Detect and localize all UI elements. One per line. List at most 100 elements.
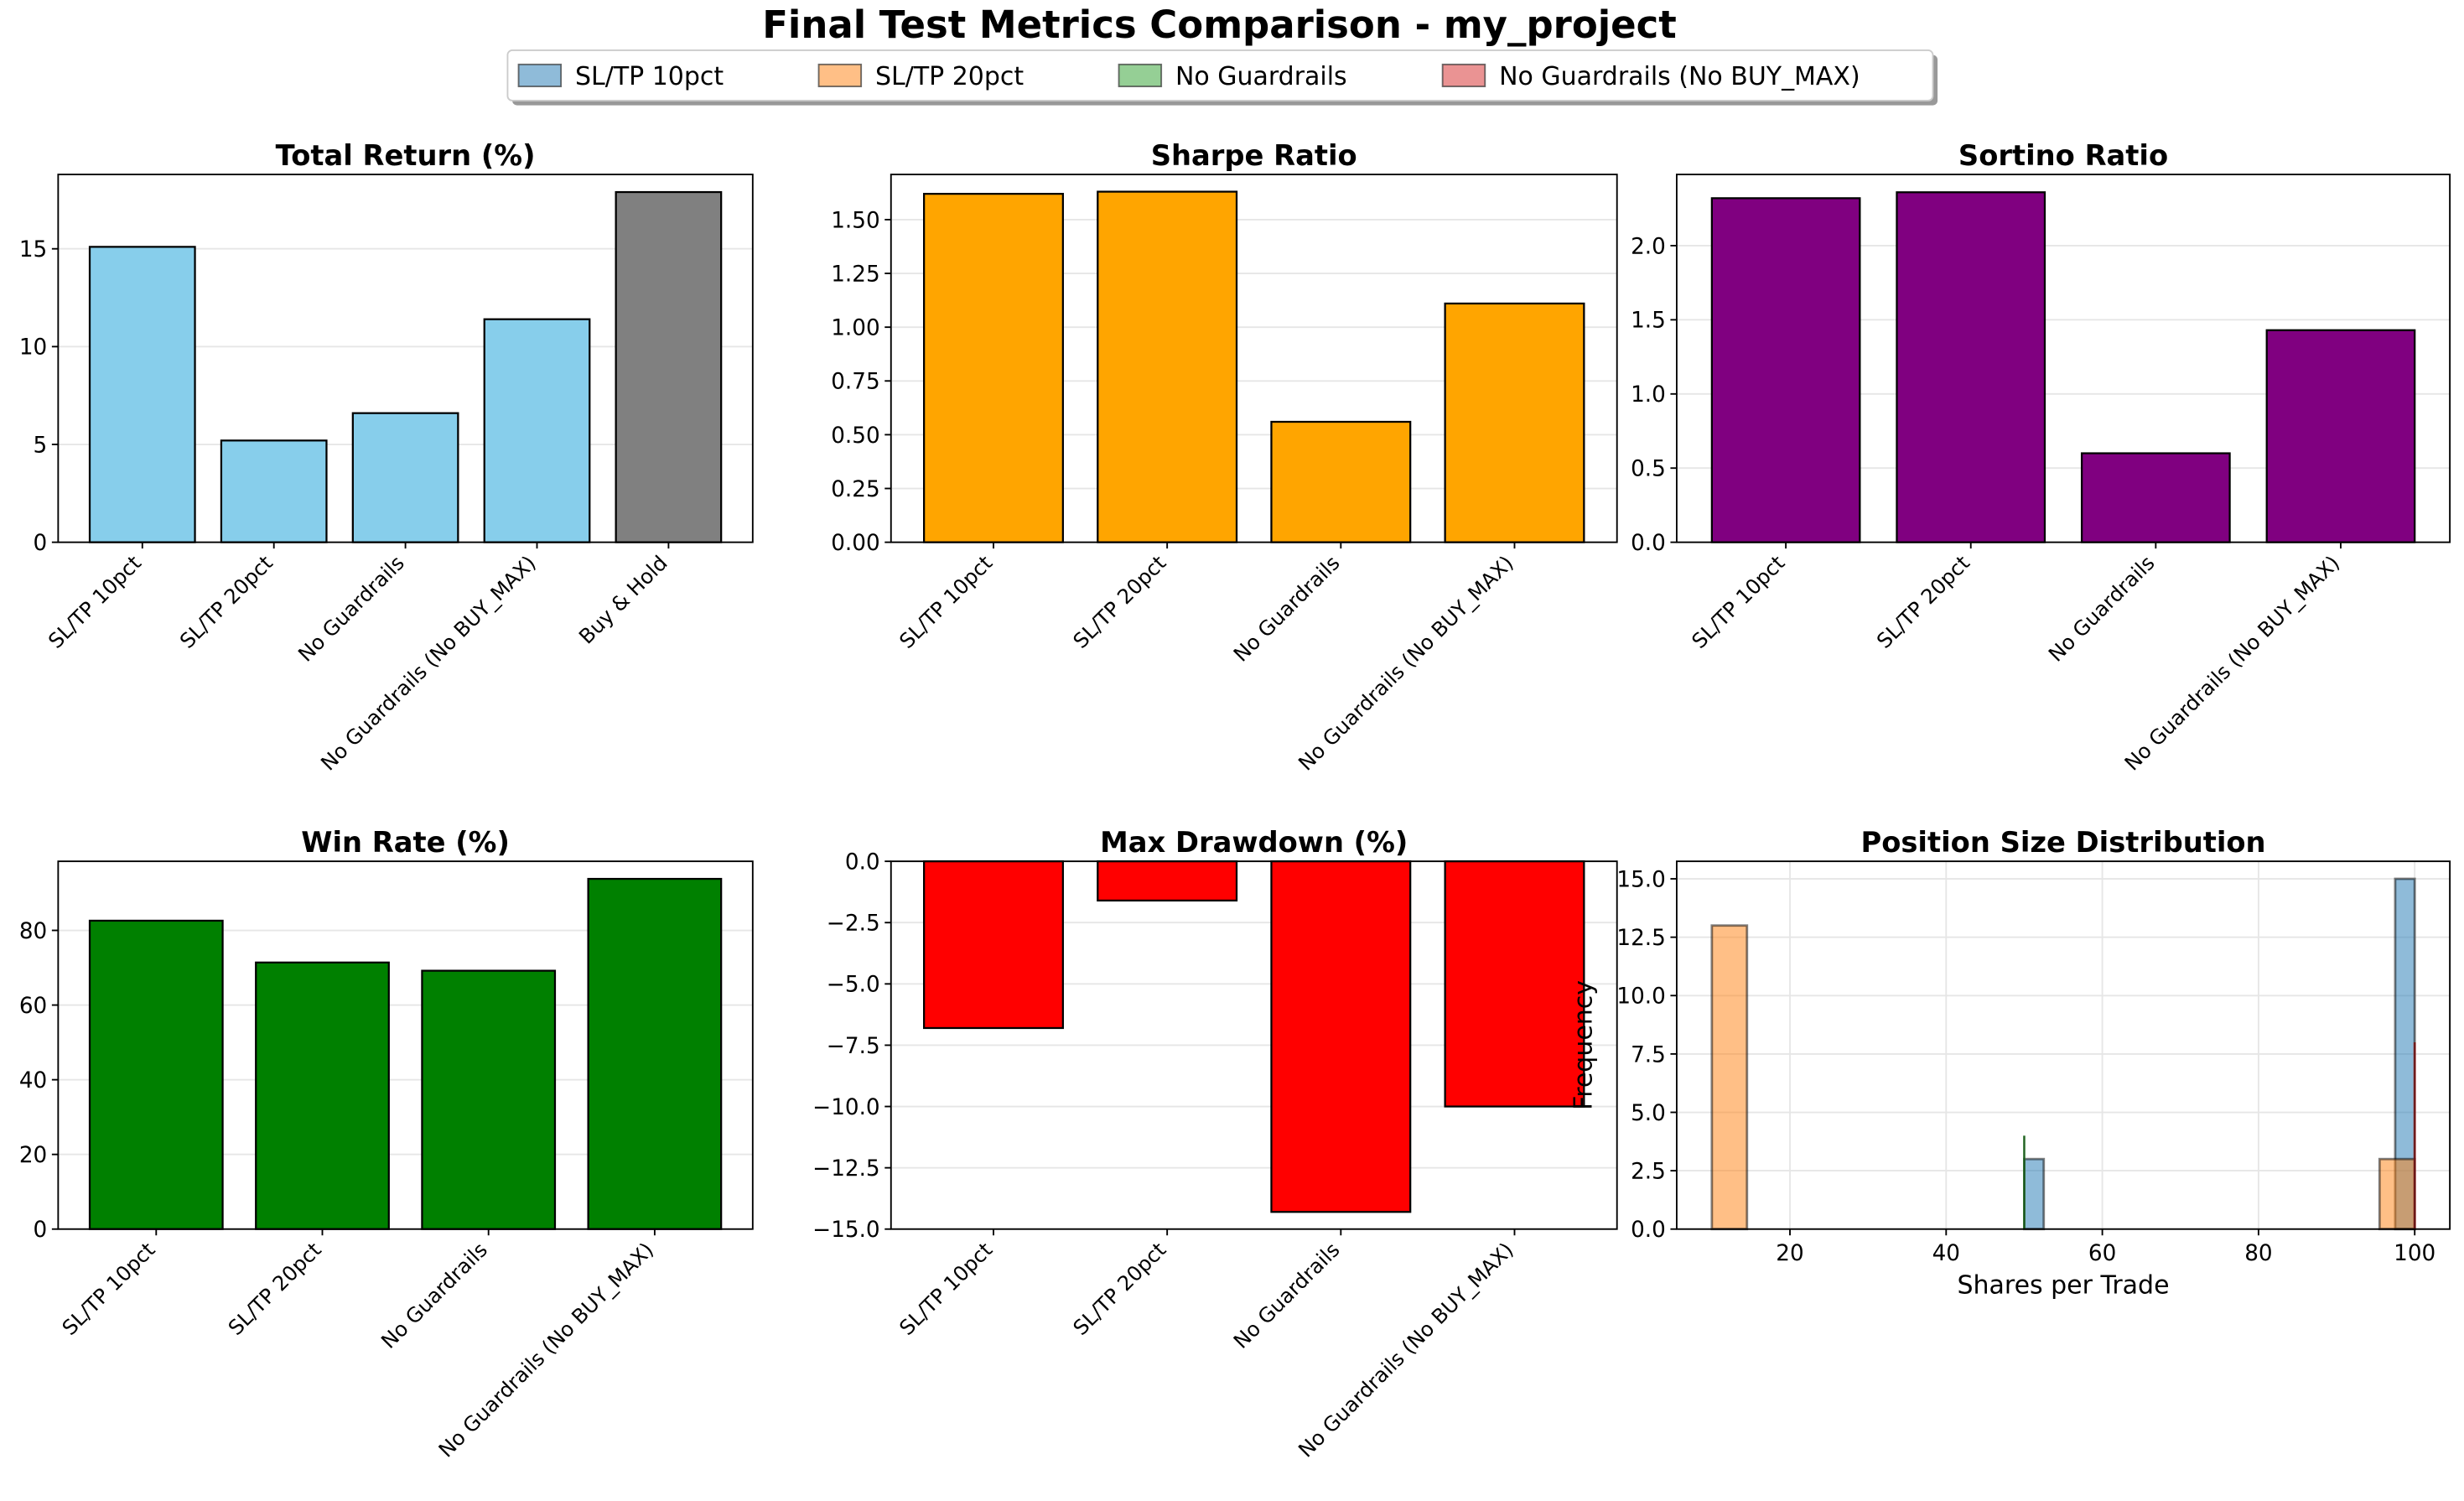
- y-axis-label: Frequency: [1569, 980, 1599, 1110]
- legend: SL/TP 10pct SL/TP 20pct No Guardrails No Gu…: [506, 49, 1938, 106]
- x-tick-label: No Guardrails: [376, 1238, 492, 1353]
- subplot-title: Total Return (%): [276, 139, 536, 172]
- x-tick-label: SL/TP 20pct: [175, 551, 278, 653]
- y-tick-label: 7.5: [1631, 1042, 1666, 1067]
- bar: [615, 190, 723, 543]
- subplot-5: Max Drawdown (%) −15.0 −12.5 −10.0 −7.5 −5.0 −…: [812, 826, 1618, 1462]
- y-tick-label: 1.50: [831, 208, 879, 233]
- subplot-3: Sortino Ratio 0.0 0.5 1.0 1.5 2.0 SL/TP 10pct S…: [1631, 139, 2451, 776]
- x-tick-label: No Guardrails: [2043, 551, 2159, 667]
- y-tick-label: 1.0: [1631, 382, 1666, 408]
- bar: [1444, 302, 1585, 543]
- subplot-title: Win Rate (%): [301, 826, 510, 859]
- y-tick-label: 15.0: [1616, 867, 1665, 892]
- y-tick-label: 0.50: [831, 423, 879, 449]
- y-tick-label: −5.0: [827, 973, 880, 998]
- y-tick-label: 0.5: [1631, 457, 1666, 482]
- axes-frame: [890, 860, 1618, 1230]
- bar: [587, 877, 723, 1230]
- y-tick-label: 2.5: [1631, 1159, 1666, 1184]
- figure-title: Final Test Metrics Comparison - my_proje…: [762, 3, 1677, 47]
- bar: [2265, 329, 2416, 543]
- legend-swatch: [517, 63, 563, 88]
- legend-label: SL/TP 10pct: [575, 62, 724, 91]
- legend-box: [506, 49, 1934, 101]
- bar: [88, 246, 196, 543]
- x-tick-label: No Guardrails: [293, 551, 409, 667]
- legend-swatch: [817, 63, 863, 88]
- subplot-title: Position Size Distribution: [1860, 826, 2265, 859]
- subplot-6: Position Size Distribution 0.0 2.5 5.0 7.5 10…: [1569, 826, 2451, 1301]
- y-tick-label: 10.0: [1616, 984, 1665, 1010]
- x-tick-label: 60: [2088, 1241, 2116, 1266]
- x-tick-label: 80: [2244, 1241, 2272, 1266]
- axes-frame: [890, 174, 1618, 543]
- y-tick-label: −10.0: [812, 1095, 879, 1120]
- x-tick-label: 40: [1932, 1241, 1960, 1266]
- bar: [1270, 420, 1412, 543]
- y-tick-label: 0.75: [831, 370, 879, 395]
- y-tick-label: 0.00: [831, 531, 879, 556]
- y-tick-label: 5: [34, 433, 48, 458]
- histogram-bar: [1710, 924, 1749, 1231]
- x-tick-label: No Guardrails: [1228, 551, 1344, 667]
- y-tick-label: −7.5: [827, 1034, 880, 1059]
- x-tick-label: SL/TP 20pct: [1068, 1238, 1170, 1340]
- legend-label: SL/TP 20pct: [875, 62, 1024, 91]
- y-tick-label: 60: [19, 994, 47, 1019]
- axes-frame: [57, 860, 754, 1230]
- subplot-title: Sortino Ratio: [1958, 139, 2168, 172]
- x-tick-label: SL/TP 20pct: [1068, 551, 1170, 653]
- y-tick-label: 20: [19, 1143, 47, 1168]
- y-tick-label: 0.0: [845, 850, 880, 875]
- x-tick-label: SL/TP 20pct: [1872, 551, 1974, 653]
- y-tick-label: 0.0: [1631, 1218, 1666, 1243]
- legend-swatch: [1441, 63, 1486, 88]
- y-tick-label: 15: [19, 237, 47, 262]
- subplot-2: Sharpe Ratio 0.00 0.25 0.50 0.75 1.00 1.25 1.50…: [831, 139, 1618, 776]
- y-tick-label: 40: [19, 1068, 47, 1093]
- histogram-bar: [2023, 1157, 2046, 1231]
- subplot-title: Sharpe Ratio: [1151, 139, 1357, 172]
- y-tick-label: 1.00: [831, 316, 879, 341]
- x-tick-label: No Guardrails: [1228, 1238, 1344, 1353]
- axes-frame: [1676, 860, 2451, 1230]
- y-tick-label: −15.0: [812, 1218, 879, 1243]
- x-tick-label: SL/TP 10pct: [57, 1238, 159, 1340]
- x-tick-label: SL/TP 10pct: [1687, 551, 1789, 653]
- bar: [1270, 860, 1412, 1213]
- bar: [2080, 452, 2231, 543]
- bar: [351, 412, 459, 543]
- bar: [923, 193, 1064, 543]
- x-tick-label: SL/TP 20pct: [223, 1238, 325, 1340]
- y-tick-label: 0: [34, 531, 48, 556]
- subplot-4: Win Rate (%) 0 20 40 60 80 SL/TP 10pct SL/TP 20…: [19, 826, 754, 1462]
- subplot-1: Total Return (%) 0 5 10 15 SL/TP 10pct SL/TP 2…: [19, 139, 754, 776]
- x-tick-label: No Guardrails (No BUY_MAX): [316, 551, 541, 776]
- x-tick-label: SL/TP 10pct: [895, 551, 997, 653]
- bar: [923, 860, 1064, 1030]
- y-tick-label: 0: [34, 1218, 48, 1243]
- x-tick-label: No Guardrails (No BUY_MAX): [2119, 551, 2344, 776]
- axes-frame: [57, 174, 754, 543]
- y-tick-label: 0.0: [1631, 531, 1666, 556]
- x-tick-label: SL/TP 10pct: [895, 1238, 997, 1340]
- y-tick-label: 5.0: [1631, 1101, 1666, 1126]
- bar: [1097, 860, 1238, 902]
- y-tick-label: 10: [19, 335, 47, 361]
- y-tick-label: −2.5: [827, 912, 880, 937]
- y-tick-label: 0.25: [831, 477, 879, 502]
- x-tick-label: 20: [1776, 1241, 1803, 1266]
- bar: [255, 961, 390, 1230]
- bar: [88, 919, 224, 1230]
- x-tick-label: 100: [2394, 1241, 2435, 1266]
- y-tick-label: 80: [19, 919, 47, 944]
- x-tick-label: SL/TP 10pct: [44, 551, 146, 653]
- bar: [220, 439, 328, 543]
- legend-swatch: [1118, 63, 1163, 88]
- subplot-title: Max Drawdown (%): [1100, 826, 1408, 859]
- legend-label: No Guardrails (No BUY_MAX): [1499, 62, 1860, 91]
- histogram-bar: [2378, 1157, 2416, 1231]
- bar: [1896, 191, 2046, 543]
